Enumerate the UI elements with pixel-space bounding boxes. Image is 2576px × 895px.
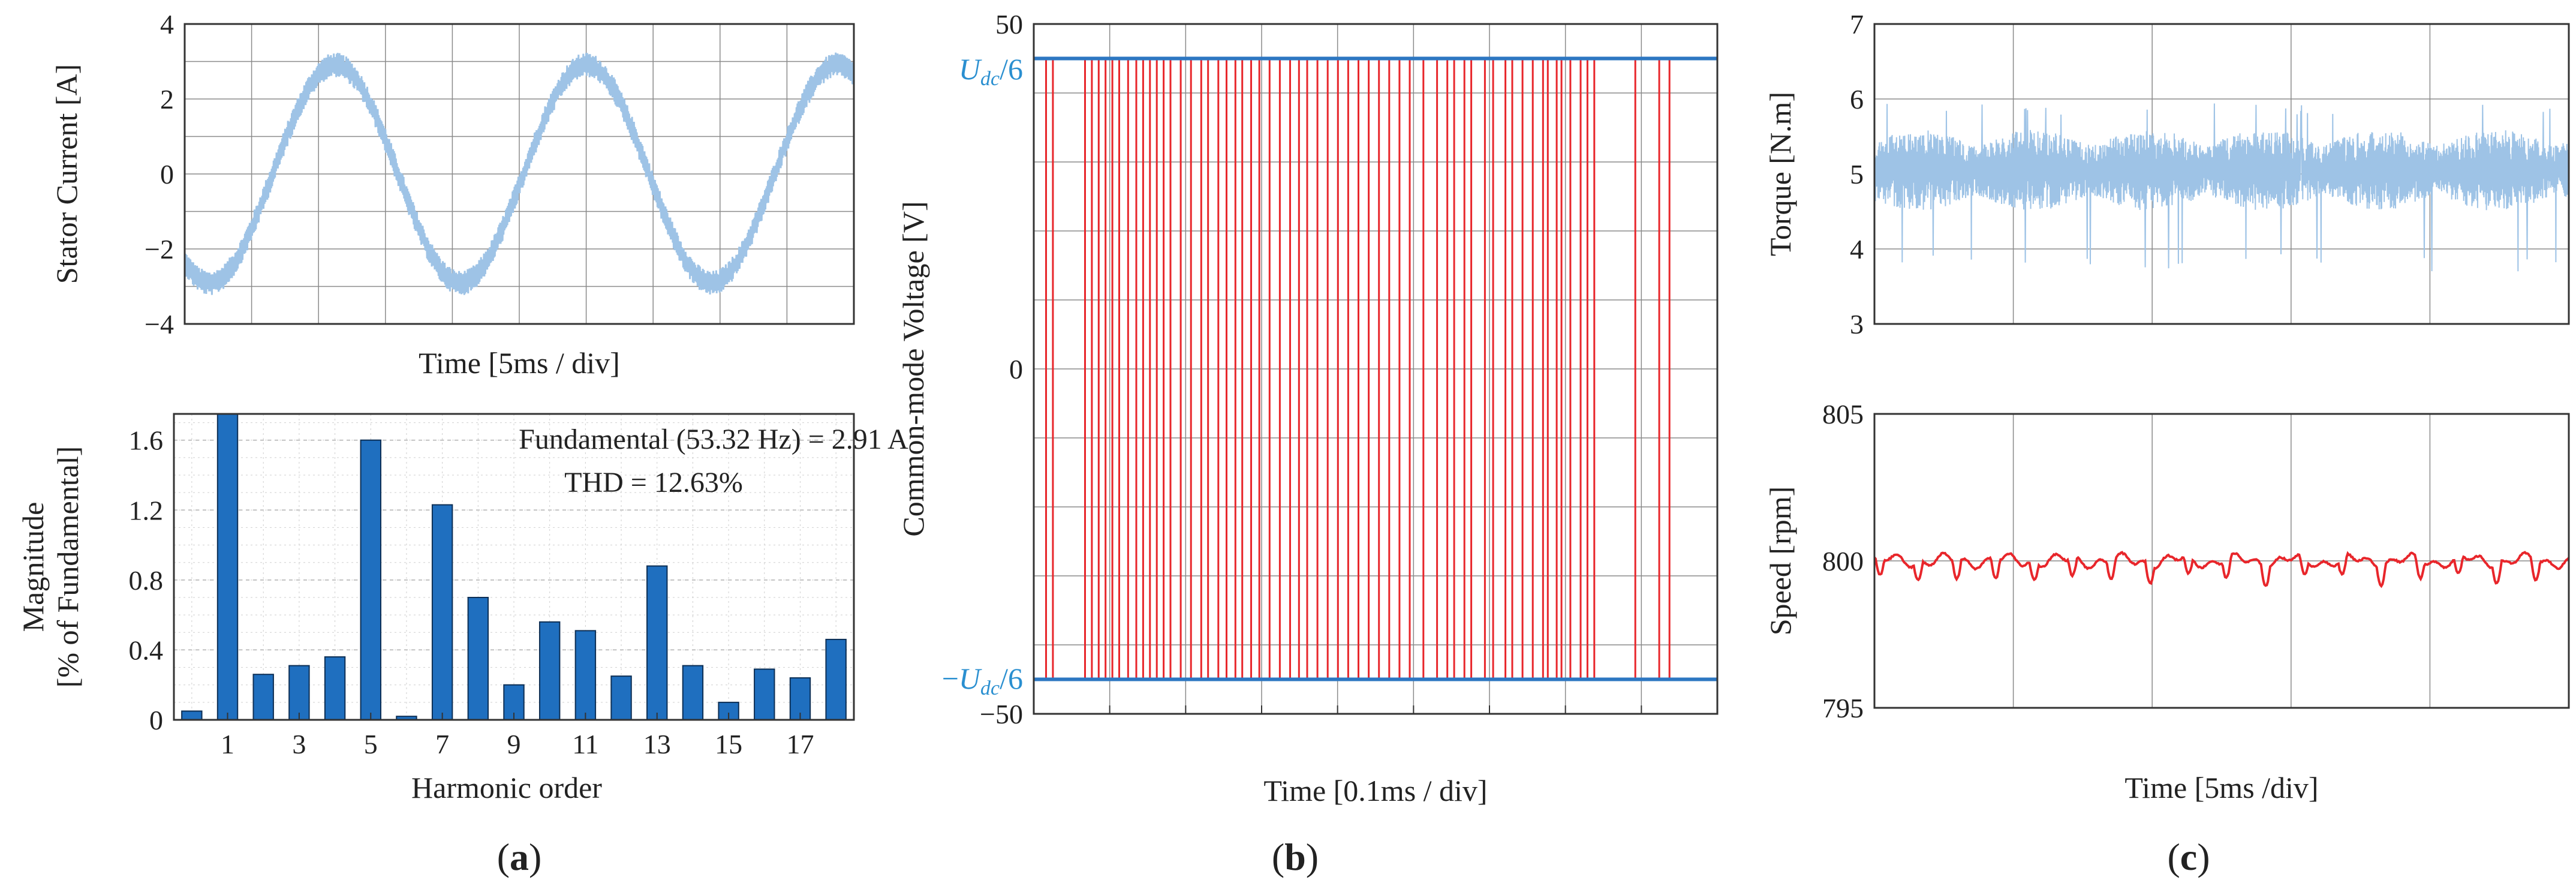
speed-trace [1874, 551, 2569, 588]
stator-current-tick-label: 4 [160, 9, 174, 40]
harmonic-tick-label: 1.2 [129, 495, 164, 525]
cmv-tick-label: 50 [995, 9, 1023, 40]
harmonic-bar [252, 674, 274, 720]
torque-tick-label: 5 [1850, 159, 1864, 190]
torque-y-ticks: 3 4 5 6 7 [1850, 9, 1864, 340]
speed-frame [1873, 413, 2570, 709]
torque-tick-label: 6 [1850, 84, 1864, 115]
speed-y-ticks: 795 800 805 [1822, 399, 1864, 723]
harmonic-bar [431, 504, 453, 720]
harmonic-bar [181, 710, 203, 721]
cmv-tick-label: 0 [1009, 354, 1023, 385]
stator-current-xlabel: Time [5ms / div] [419, 346, 620, 380]
speed-tick-label: 805 [1822, 399, 1864, 430]
harmonic-bar [682, 665, 704, 720]
harmonic-x-tick-label: 15 [715, 729, 742, 759]
cmv-xlabel: Time [0.1ms / div] [1263, 774, 1487, 807]
harmonic-tick-label: 0.8 [129, 565, 164, 596]
stator-current-tick-label: −2 [145, 234, 174, 265]
harmonic-bar [574, 630, 597, 721]
speed-xlabel: Time [5ms /div] [2124, 771, 2318, 804]
cmv-levels [1034, 56, 1717, 681]
thd-annotation: THD = 12.63% [564, 467, 743, 498]
speed-ylabel: Speed [rpm] [1764, 486, 1797, 636]
harmonic-bar [646, 565, 668, 720]
panel-label-c: (c) [2167, 836, 2210, 878]
harmonic-bar [360, 439, 381, 720]
harmonic-tick-label: 0 [149, 705, 163, 735]
harmonic-x-tick-label: 1 [221, 729, 234, 759]
cmv-tick-label: −50 [980, 699, 1023, 729]
torque-tick-label: 3 [1850, 309, 1864, 340]
common-mode-voltage-chart: −50 0 50 Udc/6 −Udc/6 Common-mode Voltage … [896, 9, 1719, 807]
harmonic-spectrum-grid [174, 414, 854, 720]
harmonic-x-ticks: 1 3 5 7 9 11 13 15 17 [221, 713, 814, 759]
cmv-y-ticks: −50 0 50 [980, 9, 1023, 729]
harmonic-x-tick-label: 9 [507, 729, 521, 759]
cmv-level-label-top: Udc/6 [959, 52, 1023, 90]
harmonic-x-tick-label: 13 [643, 729, 671, 759]
harmonic-bar [216, 413, 239, 720]
harmonic-x-tick-label: 7 [435, 729, 449, 759]
torque-ylabel: Torque [N.m] [1764, 92, 1797, 256]
stator-current-trace [185, 52, 854, 295]
torque-chart: 3 4 5 6 7 Torque [N.m] [1764, 9, 2570, 340]
stator-current-ylabel: Stator Current [A] [50, 64, 83, 284]
harmonic-x-tick-label: 11 [572, 729, 598, 759]
fundamental-annotation: Fundamental (53.32 Hz) = 2.91 A [519, 424, 908, 455]
harmonic-spectrum-chart: 00.40.81.21.6 1 3 5 7 9 11 13 15 17 Magnitude [%… [16, 413, 908, 804]
stator-current-frame [183, 23, 855, 325]
stator-current-grid [185, 24, 854, 324]
harmonic-x-tick-label: 3 [292, 729, 306, 759]
panel-label-b: (b) [1272, 836, 1319, 878]
speed-grid [1874, 414, 2569, 708]
harmonic-tick-label: 0.4 [129, 635, 164, 665]
cmv-level-label-bottom: −Udc/6 [942, 662, 1023, 699]
stator-current-tick-label: 0 [160, 159, 174, 190]
harmonic-xlabel: Harmonic order [411, 771, 602, 804]
panel-label-a: (a) [497, 836, 542, 878]
speed-tick-label: 800 [1822, 546, 1864, 576]
harmonic-ylabel-line1: Magnitude [16, 502, 50, 632]
harmonic-bar [754, 668, 775, 720]
cmv-pulses [1045, 58, 1671, 680]
torque-tick-label: 7 [1850, 9, 1864, 40]
harmonic-x-tick-label: 5 [364, 729, 378, 759]
cmv-frame [1033, 23, 1719, 715]
stator-current-chart: −4 −2 0 2 4 Stator Current [A] Time [5ms / d… [50, 9, 855, 380]
cmv-ylabel: Common-mode Voltage [V] [896, 201, 930, 536]
torque-tick-label: 4 [1850, 234, 1864, 265]
harmonic-bar [538, 621, 561, 721]
stator-current-tick-label: −4 [145, 309, 174, 340]
speed-chart: 795 800 805 Speed [rpm] Time [5ms /div] [1764, 399, 2570, 804]
harmonic-bar [610, 675, 632, 720]
stator-current-y-ticks: −4 −2 0 2 4 [145, 9, 174, 340]
harmonic-bar [825, 638, 847, 721]
harmonic-bar [324, 656, 346, 720]
harmonic-bar [288, 665, 310, 720]
harmonic-x-tick-label: 17 [786, 729, 814, 759]
torque-trace [1874, 103, 2569, 272]
stator-current-tick-label: 2 [160, 84, 174, 115]
harmonic-bar [467, 597, 489, 720]
torque-frame [1873, 23, 2570, 325]
speed-tick-label: 795 [1822, 693, 1864, 723]
harmonic-y-ticks: 0 0.4 0.8 1.2 1.6 [129, 425, 164, 735]
harmonic-tick-label: 1.6 [129, 425, 164, 456]
harmonic-ylabel-line2: [% of Fundamental] [51, 446, 85, 688]
